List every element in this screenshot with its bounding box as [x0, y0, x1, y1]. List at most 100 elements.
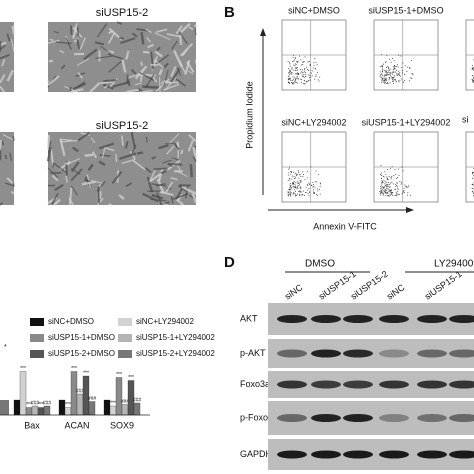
cell: [120, 37, 136, 45]
event-dot: [312, 67, 314, 69]
cell: [142, 85, 159, 89]
cell: [168, 133, 180, 144]
legend-swatch: [30, 350, 44, 358]
cell: [65, 37, 72, 50]
event-dot: [315, 61, 317, 63]
event-dot: [293, 191, 295, 193]
bar: [133, 402, 141, 416]
cell: [166, 33, 181, 38]
event-dot: [382, 80, 384, 82]
event-dot: [396, 190, 398, 192]
event-dot: [292, 60, 294, 62]
row-label: Foxo3a: [240, 379, 270, 389]
event-dot: [396, 72, 398, 74]
group-label: DMSO: [305, 259, 335, 270]
event-dot: [397, 70, 399, 72]
event-dot: [399, 180, 401, 182]
band: [311, 315, 341, 323]
event-dot: [379, 194, 381, 196]
cell: [87, 163, 94, 172]
cell: [173, 142, 180, 151]
event-dot: [389, 74, 391, 76]
event-dot: [287, 75, 289, 77]
cell: [154, 59, 164, 69]
event-dot: [293, 82, 295, 84]
event-dot: [297, 193, 299, 195]
event-dot: [288, 167, 290, 169]
event-dot: [315, 170, 317, 172]
event-dot: [293, 60, 295, 62]
event-dot: [314, 78, 316, 80]
cell: [51, 163, 55, 168]
band: [449, 414, 474, 422]
event-dot: [314, 68, 316, 70]
event-dot: [298, 177, 300, 179]
event-dot: [288, 62, 290, 64]
cell: [53, 198, 61, 206]
cell: [69, 25, 73, 36]
cell: [83, 48, 98, 61]
event-dot: [294, 78, 296, 80]
cell: [125, 88, 139, 93]
cell: [68, 187, 73, 205]
event-dot: [298, 74, 300, 76]
cell: [194, 24, 198, 28]
cell: [140, 31, 145, 45]
event-dot: [313, 186, 315, 188]
flow-plot: [373, 19, 439, 91]
micrograph: [47, 21, 198, 93]
event-dot: [300, 186, 302, 188]
event-dot: [393, 75, 395, 77]
cell: [10, 191, 15, 195]
event-dot: [400, 75, 402, 77]
cell: [156, 192, 163, 206]
cell: [177, 29, 188, 45]
event-dot: [292, 80, 294, 82]
event-dot: [387, 185, 389, 187]
event-dot: [309, 79, 311, 81]
event-dot: [291, 178, 293, 180]
event-dot: [404, 65, 406, 67]
cell: [53, 31, 59, 34]
event-dot: [287, 68, 289, 70]
event-dot: [319, 185, 321, 187]
event-dot: [299, 184, 301, 186]
event-dot: [383, 188, 385, 190]
event-dot: [296, 75, 298, 77]
cell: [179, 42, 194, 57]
cell: [164, 76, 177, 91]
cell: [6, 69, 14, 82]
cell: [72, 23, 79, 39]
bar: [121, 404, 129, 416]
cell: [108, 30, 114, 35]
event-dot: [385, 181, 387, 183]
cell: [47, 75, 60, 86]
event-dot: [302, 171, 304, 173]
event-dot: [295, 67, 297, 69]
cell: [54, 183, 64, 191]
event-dot: [386, 82, 388, 84]
event-dot: [394, 66, 396, 68]
event-dot: [309, 63, 311, 65]
cell: [131, 32, 138, 38]
cell: [181, 185, 197, 195]
cell: [149, 168, 157, 182]
event-dot: [386, 176, 388, 178]
event-dot: [472, 183, 474, 185]
cell: [49, 38, 54, 41]
event-dot: [385, 188, 387, 190]
event-dot: [305, 191, 307, 193]
cell: [76, 24, 80, 36]
event-dot: [387, 72, 389, 74]
event-dot: [389, 72, 391, 74]
micrograph: [0, 22, 16, 93]
event-dot: [389, 75, 391, 77]
cell: [0, 85, 5, 93]
band: [417, 450, 447, 459]
event-dot: [395, 194, 397, 196]
event-dot: [300, 64, 302, 66]
event-dot: [299, 191, 301, 193]
event-dot: [402, 191, 404, 193]
event-dot: [292, 186, 294, 188]
bar: [37, 407, 45, 416]
